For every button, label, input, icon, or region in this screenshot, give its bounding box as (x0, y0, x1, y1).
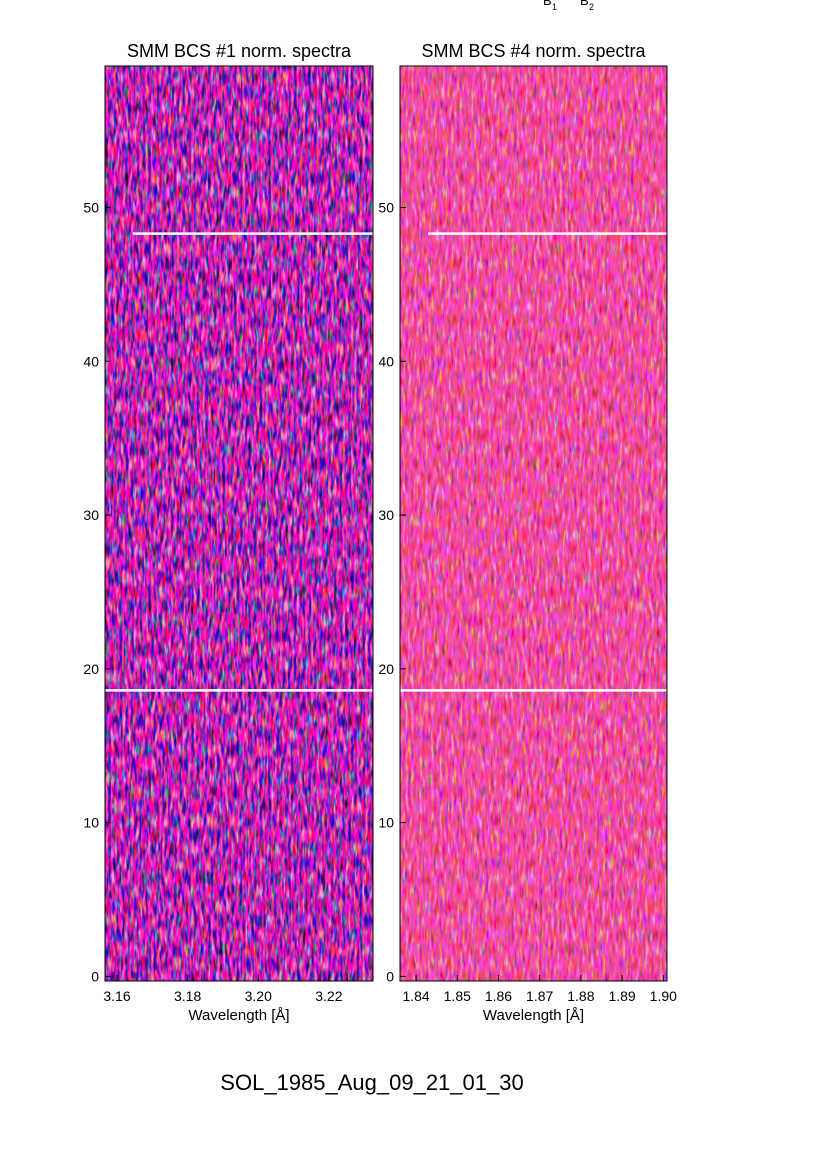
x-axis-label: Wavelength [Å] (188, 1007, 289, 1024)
line-label-subscript: 2 (589, 2, 594, 12)
y-tick-label: 0 (386, 968, 394, 984)
line-label: B (580, 0, 589, 8)
x-tick-label: 3.18 (174, 988, 201, 1004)
x-tick-label: 3.22 (315, 988, 342, 1004)
spectra-image (105, 66, 373, 981)
x-tick-label: 1.85 (444, 988, 471, 1004)
panel-title: SMM BCS #1 norm. spectra (127, 41, 352, 61)
y-tick-label: 0 (91, 968, 99, 984)
line-label: B (543, 0, 552, 8)
x-tick-label: 3.20 (245, 988, 272, 1004)
y-tick-label: 50 (83, 199, 99, 215)
y-tick-label: 50 (378, 199, 394, 215)
y-tick-label: 30 (378, 507, 394, 523)
y-tick-label: 30 (83, 507, 99, 523)
y-tick-label: 10 (378, 815, 394, 831)
y-tick-label: 20 (378, 661, 394, 677)
y-tick-label: 40 (83, 353, 99, 369)
x-tick-label: 1.87 (526, 988, 553, 1004)
plot-frame (104, 65, 374, 982)
x-tick-label: 1.90 (650, 988, 677, 1004)
panel-title: SMM BCS #4 norm. spectra (421, 41, 646, 61)
x-tick-label: 1.89 (608, 988, 635, 1004)
plot-frame (399, 65, 668, 982)
y-tick-label: 10 (83, 815, 99, 831)
y-tick-label: 20 (83, 661, 99, 677)
x-tick-label: 1.88 (567, 988, 594, 1004)
footer-title: SOL_1985_Aug_09_21_01_30 (220, 1070, 523, 1095)
x-tick-label: 3.16 (103, 988, 130, 1004)
y-tick-label: 40 (378, 353, 394, 369)
x-tick-label: 1.84 (402, 988, 429, 1004)
x-axis-label: Wavelength [Å] (483, 1007, 584, 1024)
line-label-subscript: 1 (552, 2, 557, 12)
x-tick-label: 1.86 (485, 988, 512, 1004)
spectra-image (400, 66, 667, 981)
